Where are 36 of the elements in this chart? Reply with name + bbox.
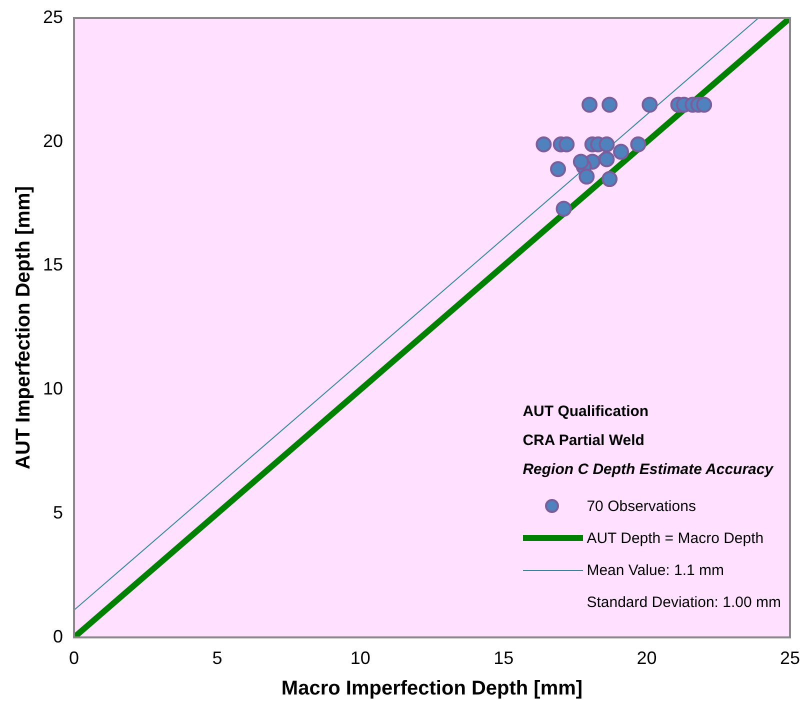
point [550,161,566,178]
point [582,96,598,113]
x-tick-label: 0 [69,648,80,668]
x-tick-label: 5 [212,648,222,668]
point [598,136,615,152]
x-tick-label: 20 [636,648,657,668]
point [642,96,658,113]
point [613,144,630,160]
text: AUT Qualification [522,403,650,420]
point [556,200,572,217]
y-tick-label: 10 [42,378,64,399]
y-tick-label: 0 [53,626,64,646]
legend-label: 70 Observations [586,498,696,514]
point [558,136,575,152]
point [696,96,712,113]
annotation: Region C Depth Estimate Accuracy [522,461,775,478]
x-tick-label: 25 [780,648,800,668]
point [602,171,618,188]
point [630,136,646,152]
annotation: Standard Deviation: 1.00 mm [586,592,781,612]
x-tick-label: 15 [494,648,514,668]
y-tick-label: 5 [53,502,64,522]
text: CRA Partial Weld [522,432,646,449]
point [572,154,589,170]
point [536,136,552,152]
x-axis-title: Macro Imperfection Depth [mm] [281,678,583,700]
point [598,151,615,168]
legend-label: Mean Value: 1.1 mm [586,562,724,578]
y-tick-label: 20 [42,130,64,151]
legend-label: AUT Depth = Macro Depth [586,530,764,546]
x-tick-label: 10 [350,648,370,668]
y-axis-title: AUT Imperfection Depth [mm] [12,186,35,470]
point [602,96,618,113]
point [578,168,595,185]
y-tick-label: 15 [42,254,64,275]
y-tick-label: 25 [42,6,64,27]
